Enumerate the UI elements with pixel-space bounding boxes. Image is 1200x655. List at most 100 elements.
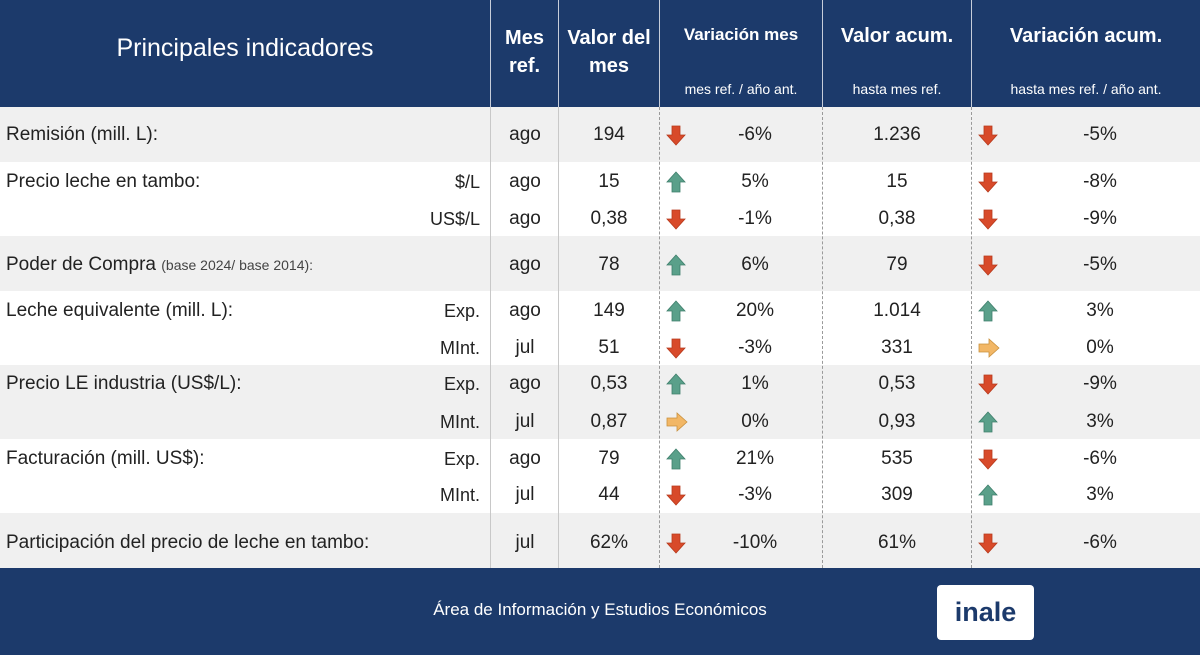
- header-divider: [558, 0, 559, 107]
- up-arrow-icon: [665, 254, 689, 276]
- header-divider: [971, 0, 972, 107]
- up-arrow-icon: [665, 373, 689, 395]
- row-acum: 0,93: [878, 411, 916, 432]
- row-acum: 535: [881, 448, 913, 469]
- row-acum: 309: [881, 484, 913, 505]
- column-divider: [659, 107, 660, 568]
- row-valor: 51: [598, 337, 620, 358]
- header-divider: [490, 0, 491, 107]
- down-arrow-icon: [665, 337, 689, 359]
- row-var-acum: -5%: [1083, 254, 1117, 275]
- up-arrow-icon: [665, 300, 689, 322]
- row-valor: 194: [593, 124, 625, 145]
- row-valor: 15: [598, 171, 620, 192]
- row-valor: 0,87: [590, 411, 628, 432]
- table-header: Principales indicadores Mes ref. Valor d…: [0, 0, 1200, 107]
- col-header-valor-line2: mes: [588, 55, 630, 77]
- down-arrow-icon: [977, 448, 1001, 470]
- row-acum: 1.014: [873, 300, 921, 321]
- up-arrow-icon: [665, 171, 689, 193]
- row-unit: Exp.: [443, 449, 480, 469]
- row-var-mes: 5%: [741, 171, 769, 192]
- down-arrow-icon: [665, 484, 689, 506]
- down-arrow-icon: [665, 208, 689, 230]
- row-label: Poder de Compra (base 2024/ base 2014):: [6, 254, 313, 276]
- row-mes: ago: [509, 448, 541, 469]
- header-divider: [822, 0, 823, 107]
- row-acum: 79: [886, 254, 908, 275]
- row-unit: MInt.: [439, 338, 480, 358]
- row-group-participacion: [0, 513, 1200, 568]
- row-mes: ago: [509, 208, 541, 229]
- row-var-mes: 20%: [735, 300, 775, 321]
- row-label: Remisión (mill. L):: [6, 124, 159, 145]
- row-unit: Exp.: [443, 374, 480, 394]
- column-divider: [822, 107, 823, 568]
- row-unit: Exp.: [443, 301, 480, 321]
- row-label-note: (base 2024/ base 2014):: [161, 257, 314, 273]
- row-mes: ago: [509, 373, 541, 394]
- column-divider: [490, 107, 491, 568]
- row-label: Facturación (mill. US$):: [6, 448, 205, 469]
- row-acum: 1.236: [873, 124, 921, 145]
- row-var-acum: -8%: [1083, 171, 1117, 192]
- row-var-mes: -3%: [738, 484, 772, 505]
- row-var-mes: -3%: [738, 337, 772, 358]
- col-header-var-acum: Variación acum.: [1009, 25, 1163, 47]
- row-acum: 15: [886, 171, 908, 192]
- row-valor: 62%: [589, 532, 629, 553]
- row-mes: ago: [509, 124, 541, 145]
- row-unit: $/L: [454, 172, 480, 192]
- row-var-acum: 3%: [1086, 300, 1114, 321]
- up-arrow-icon: [665, 448, 689, 470]
- down-arrow-icon: [977, 171, 1001, 193]
- row-var-acum: -9%: [1083, 208, 1117, 229]
- col-header-acum: Valor acum.: [840, 25, 954, 47]
- footer-text: Área de Información y Estudios Económico…: [433, 600, 767, 619]
- row-valor: 44: [598, 484, 620, 505]
- column-divider: [971, 107, 972, 568]
- down-arrow-icon: [665, 532, 689, 554]
- col-header-var-acum-sub: hasta mes ref. / año ant.: [1010, 81, 1162, 97]
- row-label: Precio LE industria (US$/L):: [6, 373, 242, 394]
- row-label: Leche equivalente (mill. L):: [6, 300, 234, 321]
- col-header-var-mes-sub: mes ref. / año ant.: [684, 81, 798, 97]
- row-var-mes: 0%: [741, 411, 769, 432]
- row-var-mes: 1%: [741, 373, 769, 394]
- down-arrow-icon: [977, 373, 1001, 395]
- right-arrow-icon: [977, 337, 1001, 359]
- row-var-mes: -1%: [738, 208, 772, 229]
- page-title: Principales indicadores: [116, 34, 374, 62]
- row-mes: ago: [509, 300, 541, 321]
- inale-logo: inale: [937, 585, 1034, 640]
- row-acum: 0,53: [878, 373, 916, 394]
- right-arrow-icon: [665, 411, 689, 433]
- row-valor: 78: [598, 254, 620, 275]
- row-unit: MInt.: [439, 412, 480, 432]
- up-arrow-icon: [977, 411, 1001, 433]
- row-group-poder-compra: [0, 236, 1200, 291]
- row-mes: ago: [509, 171, 541, 192]
- row-acum: 0,38: [878, 208, 916, 229]
- col-header-mes-line1: Mes: [505, 27, 544, 49]
- column-divider: [558, 107, 559, 568]
- row-var-mes: 6%: [741, 254, 769, 275]
- down-arrow-icon: [665, 124, 689, 146]
- up-arrow-icon: [977, 300, 1001, 322]
- row-unit: MInt.: [439, 485, 480, 505]
- up-arrow-icon: [977, 484, 1001, 506]
- row-group-remision: [0, 107, 1200, 162]
- row-mes: jul: [515, 532, 535, 553]
- row-acum: 61%: [877, 532, 917, 553]
- row-valor: 0,38: [590, 208, 628, 229]
- row-unit: US$/L: [429, 209, 480, 229]
- col-header-valor: Valor del mes: [559, 24, 659, 131]
- row-var-acum: -9%: [1083, 373, 1117, 394]
- row-var-acum: -6%: [1083, 448, 1117, 469]
- row-valor: 0,53: [590, 373, 628, 394]
- row-var-acum: 3%: [1086, 411, 1114, 432]
- row-acum: 331: [881, 337, 913, 358]
- row-valor: 149: [593, 300, 625, 321]
- row-label: Participación del precio de leche en tam…: [6, 532, 370, 553]
- row-var-acum: -5%: [1083, 124, 1117, 145]
